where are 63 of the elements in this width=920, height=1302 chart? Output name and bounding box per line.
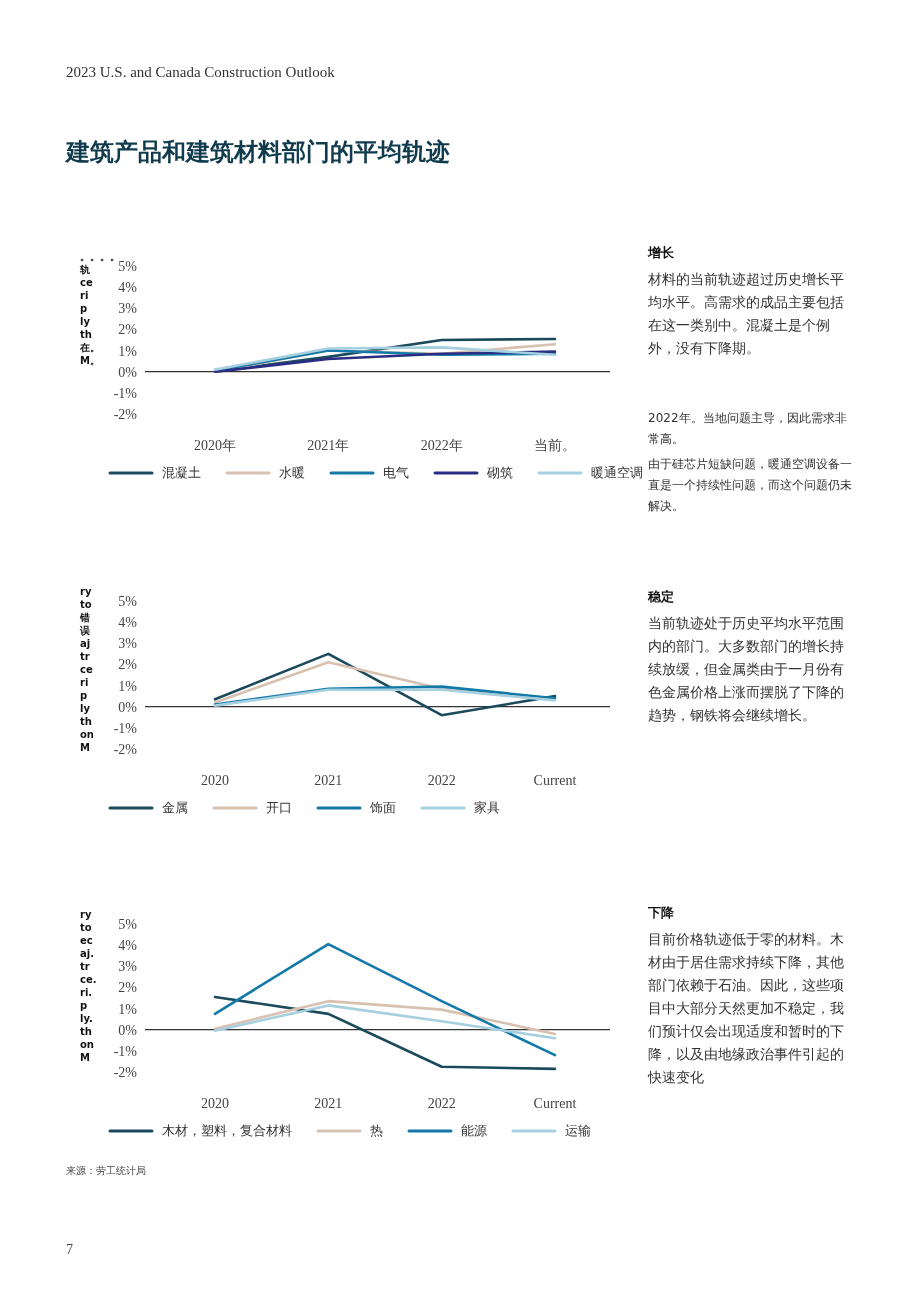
text: 稳定 — [648, 588, 675, 606]
legend-label: 暖通空调 — [591, 464, 643, 482]
legend-label: 电气 — [383, 464, 409, 482]
x-tick-label: 2020年 — [194, 437, 236, 453]
x-tick-label: 2022 — [427, 1095, 456, 1111]
y-tick-label: 2% — [118, 322, 138, 338]
text: ry to 错误 aj tr ce ri p ly th on M — [80, 586, 94, 753]
legend-label: 饰面 — [370, 799, 396, 817]
x-tick-label: 当前。 — [534, 437, 576, 453]
text: 2022年。当地问题主导，因此需求非常高。 — [648, 410, 848, 448]
y-tick-label: 0% — [118, 364, 138, 380]
text: ry to ec aj. tr ce. ri. p ly. th on M — [80, 909, 97, 1063]
legend-label: 金属 — [162, 799, 188, 817]
text: 增长 — [648, 244, 675, 262]
y-tick-label: 3% — [118, 959, 138, 975]
x-tick-label: 2021年 — [307, 437, 350, 453]
chart-title: 建筑产品和建筑材料部门的平均轨迹 — [66, 137, 450, 168]
y-tick-label: 4% — [118, 938, 138, 954]
y-tick-label: 4% — [118, 615, 138, 631]
x-tick-label: 2021 — [314, 772, 343, 788]
legend-label: 混凝土 — [162, 464, 201, 482]
y-tick-label: 5% — [118, 593, 138, 609]
text: 材料的当前轨迹超过历史增长平均水平。高需求的成品主要包括在这一类别中。混凝土是个例外，没有下降期。 — [648, 270, 845, 358]
y-tick-label: 2% — [118, 980, 138, 996]
y-tick-label: 3% — [118, 636, 138, 652]
source-note: 来源：劳工统计局 — [66, 1164, 146, 1178]
y-tick-label: -1% — [113, 1043, 138, 1059]
y-tick-label: 4% — [118, 280, 138, 296]
legend-label: 砌筑 — [487, 464, 513, 482]
y-tick-label: 0% — [118, 699, 138, 715]
text: 目前价格轨迹低于零的材料。木材由于居住需求持续下降，其他部门依赖于石油。因此，这些项目中大部分天然更加不稳定，我们预计仅会出现适度和暂时的下降，以及由地缘政治事件引起的快速变化 — [648, 930, 845, 1087]
x-tick-label: Current — [533, 1095, 577, 1111]
x-tick-label: 2022 — [427, 772, 456, 788]
y-tick-label: 2% — [118, 657, 138, 673]
legend-label: 热 — [370, 1122, 383, 1140]
y-tick-label: 5% — [118, 258, 138, 274]
legend-label: 运输 — [565, 1122, 591, 1140]
y-tick-label: -2% — [113, 406, 138, 422]
legend-label: 能源 — [461, 1122, 487, 1140]
y-tick-label: 1% — [118, 1001, 138, 1017]
y-tick-label: 1% — [118, 678, 138, 694]
x-tick-label: 2020 — [201, 1095, 229, 1111]
legend-label: 木材，塑料，复合材料 — [162, 1122, 292, 1140]
y-tick-label: 3% — [118, 301, 138, 317]
text: 下降 — [648, 904, 675, 922]
x-tick-label: 2020 — [201, 772, 229, 788]
legend-label: 水暖 — [279, 464, 305, 482]
legend-label: 开口 — [266, 799, 292, 817]
text: 由于硅芯片短缺问题，暖通空调设备一直是一个持续性问题，而这个问题仍未解决。 — [648, 456, 853, 515]
y-tick-label: 1% — [118, 343, 138, 359]
x-tick-label: Current — [533, 772, 577, 788]
y-tick-label: -2% — [113, 1064, 138, 1080]
x-tick-label: 2021 — [314, 1095, 343, 1111]
y-tick-label: 0% — [118, 1022, 138, 1038]
x-tick-label: 2022年 — [420, 437, 463, 453]
text: 当前轨迹处于历史平均水平范围内的部门。大多数部门的增长持续放缓，但金属类由于一月份有色金属价格上涨而摆脱了下降的趋势，钢铁将会继续增长。 — [648, 614, 845, 725]
y-tick-label: -1% — [113, 385, 138, 401]
chart-subtitle: 2023 U.S. and Canada Construction Outlook — [66, 64, 335, 81]
y-tick-label: -2% — [113, 741, 138, 757]
y-tick-label: 5% — [118, 916, 138, 932]
text: 7 — [66, 1242, 73, 1258]
y-tick-label: -1% — [113, 720, 138, 736]
legend-label: 家具 — [474, 799, 500, 817]
